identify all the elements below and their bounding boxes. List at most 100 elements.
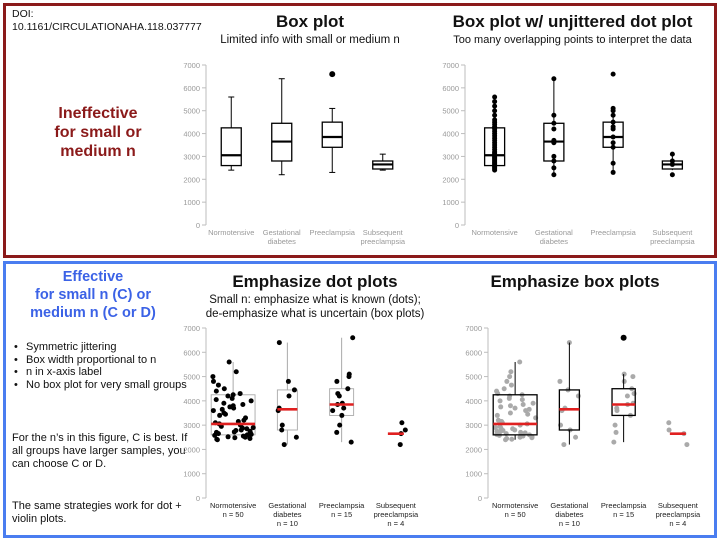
box [611,388,636,417]
data-point [492,117,498,123]
box-dot-plot-chart: 0 1000 2000 3000 4000 5000 6000 7000 Normotensiv… [442,61,695,246]
y-tick-label: 3000 [442,152,459,161]
data-point [240,433,246,439]
data-point [494,412,500,418]
data-point [610,124,616,130]
data-point [334,378,340,384]
box [321,121,343,148]
x-category-label: n = 15 [331,510,352,519]
data-point [508,369,514,375]
data-point [504,436,510,441]
data-point [551,76,557,82]
x-category-label: Normotensive [210,501,256,510]
y-tick-label: 7000 [183,61,200,70]
data-point [551,126,557,132]
data-point [286,393,292,399]
data-point [551,172,557,178]
y-tick-label: 2000 [442,175,459,184]
y-tick-label: 4000 [183,397,200,406]
y-tick-label: 0 [478,494,482,503]
data-point [213,397,219,403]
x-category-label: Subsequent [658,501,699,510]
data-point [337,422,343,428]
bullet-item: Symmetric jittering [14,341,194,354]
recommendation-paragraph: For the n’s in this figure, C is best. I… [12,432,188,470]
y-tick-label: 2000 [183,175,200,184]
panel-title: Emphasize dot plots [232,272,398,291]
data-point [684,442,690,448]
x-category-label: Normotensive [492,501,538,510]
data-point [498,404,504,410]
data-point [250,425,256,431]
data-point [492,112,498,118]
data-point [517,359,523,365]
data-point [507,374,513,380]
x-category-label: Normotensive [208,228,254,237]
outlier-point [620,334,627,341]
x-category-label: diabetes [273,510,302,519]
data-point [230,392,236,398]
y-tick-label: 3000 [465,421,482,430]
bullet-list: Symmetric jittering Box width proportion… [14,341,194,391]
data-point [492,425,498,431]
data-point [510,426,516,432]
data-point [243,415,249,421]
data-point [610,169,616,175]
data-point [247,436,253,441]
data-point [492,99,498,105]
y-tick-label: 2000 [183,445,200,454]
data-point [557,378,563,384]
data-point [509,436,515,442]
data-point [507,410,513,416]
data-point [624,393,630,399]
data-point [492,103,498,109]
panel-title: Emphasize box plots [490,272,660,291]
y-tick-label: 6000 [465,348,482,357]
data-point [504,378,510,384]
data-point [348,439,354,445]
doi-label: DOI: 10.1161/CIRCULATIONAHA.118.037777 [12,8,202,33]
data-point [610,112,616,118]
data-point [402,427,408,433]
data-point [221,386,227,392]
data-point [508,382,514,388]
x-category-label: Preeclampsia [601,501,647,510]
panel-title: Box plot [276,12,344,31]
y-tick-label: 1000 [183,470,200,479]
y-tick-label: 5000 [442,107,459,116]
x-category-label: Preeclampsia [590,228,636,237]
data-point [346,371,352,377]
data-point [293,434,299,440]
data-point [492,108,498,114]
data-point [613,429,619,435]
data-point [551,112,557,118]
data-point [214,436,220,442]
emphasize-boxes-chart: 0 1000 2000 3000 4000 5000 6000 7000 Normotensiv… [465,324,701,528]
y-tick-label: 3000 [183,421,200,430]
data-point [339,412,345,418]
y-tick-label: 2000 [465,445,482,454]
data-point [512,405,518,411]
x-category-label: Gestational [268,501,306,510]
y-tick-label: 5000 [183,107,200,116]
bullet-item: Box width proportional to n [14,354,194,367]
bullet-item: No box plot for very small groups [14,379,194,392]
data-point [494,388,500,394]
data-point [495,417,501,423]
data-point [399,420,405,426]
data-point [217,412,223,418]
y-tick-label: 6000 [183,348,200,357]
y-tick-label: 6000 [183,84,200,93]
data-point [225,434,231,440]
y-tick-label: 5000 [465,373,482,382]
data-point [237,391,243,397]
y-tick-label: 4000 [442,130,459,139]
data-point [666,427,672,433]
y-tick-label: 6000 [442,84,459,93]
data-point [492,94,498,100]
box [492,394,538,436]
y-tick-label: 3000 [183,152,200,161]
data-point [225,393,231,399]
data-point [612,422,618,428]
x-category-label: n = 4 [387,519,404,528]
